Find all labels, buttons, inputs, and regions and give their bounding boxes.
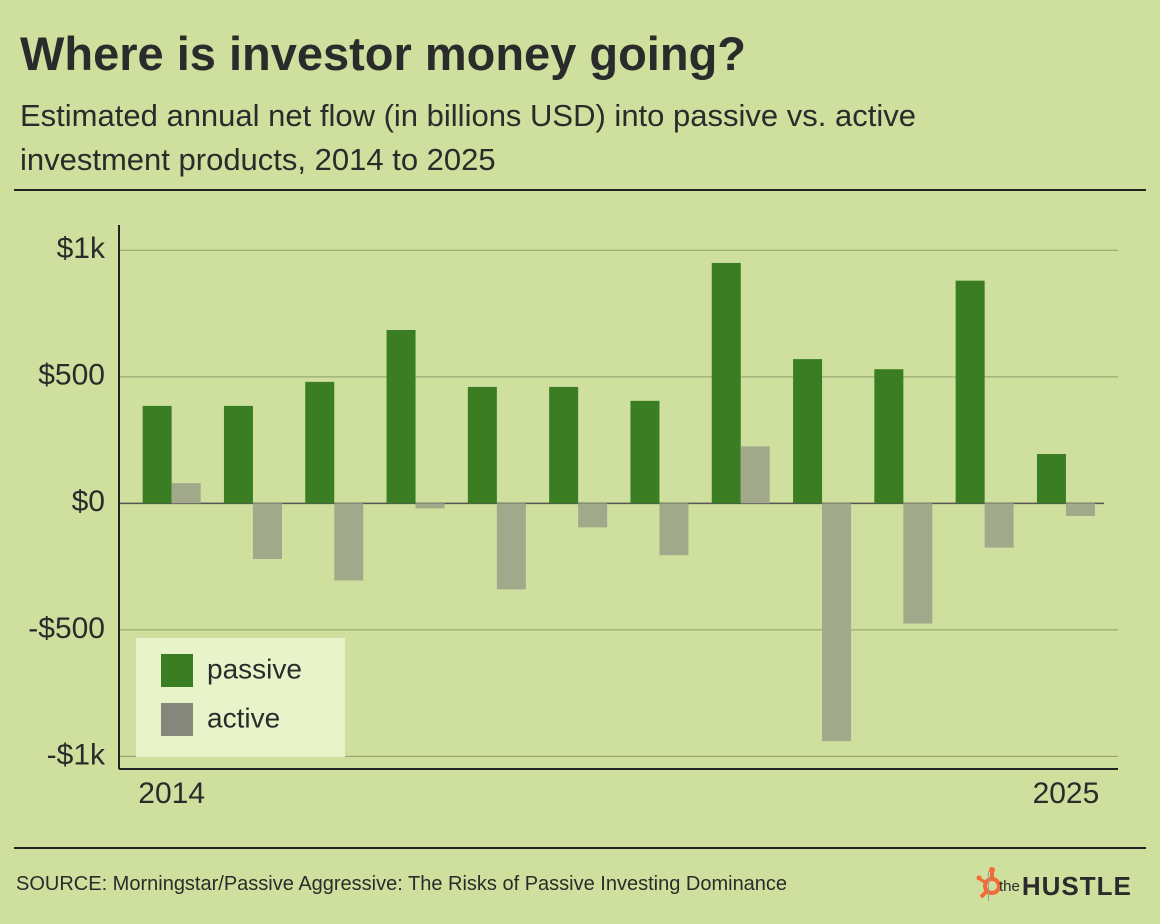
- bar: [793, 359, 823, 504]
- brand-separator: [988, 871, 989, 901]
- bar: [711, 262, 741, 504]
- legend-label: active: [207, 702, 280, 733]
- bar: [252, 503, 282, 559]
- brand-prefix: the: [999, 877, 1020, 895]
- bar: [630, 400, 660, 504]
- plot: $1k $500 $0 -$500 -$1k 2014 2025 passive active: [28, 225, 1118, 810]
- legend-swatch: [161, 703, 193, 736]
- brand: the HUSTLE: [978, 868, 1132, 904]
- bar: [415, 503, 445, 509]
- bar: [578, 503, 608, 528]
- bar: [549, 386, 579, 504]
- bar: [1065, 503, 1095, 516]
- bar: [142, 405, 172, 504]
- y-tick-label: -$500: [28, 612, 105, 645]
- bar: [223, 405, 253, 504]
- y-tick-label: -$1k: [47, 738, 106, 771]
- legend-swatch: [161, 654, 193, 687]
- chart-title: Where is investor money going?: [20, 27, 746, 80]
- bar: [1036, 453, 1066, 504]
- chart-subtitle: Estimated annual net flow (in billions U…: [20, 98, 916, 177]
- x-tick-label: 2014: [138, 777, 205, 810]
- bar: [955, 280, 985, 504]
- bar: [467, 386, 497, 504]
- bar: [740, 446, 770, 504]
- bar: [903, 503, 933, 624]
- y-tick-label: $0: [72, 485, 105, 518]
- brand-name: HUSTLE: [1021, 870, 1132, 901]
- bar: [984, 503, 1014, 548]
- legend-label: passive: [207, 653, 302, 684]
- bar: [305, 381, 335, 504]
- y-tick-label: $1k: [57, 232, 106, 265]
- source-note: SOURCE: Morningstar/Passive Aggressive: …: [16, 873, 788, 895]
- brand-icon: [976, 867, 1001, 899]
- y-tick-label: $500: [38, 359, 105, 392]
- bar: [822, 503, 852, 742]
- bar: [496, 503, 526, 590]
- bar: [659, 503, 689, 556]
- bar: [171, 483, 201, 504]
- bar: [874, 369, 904, 504]
- bar: [386, 330, 416, 504]
- x-tick-label: 2025: [1033, 777, 1100, 810]
- bar: [334, 503, 364, 581]
